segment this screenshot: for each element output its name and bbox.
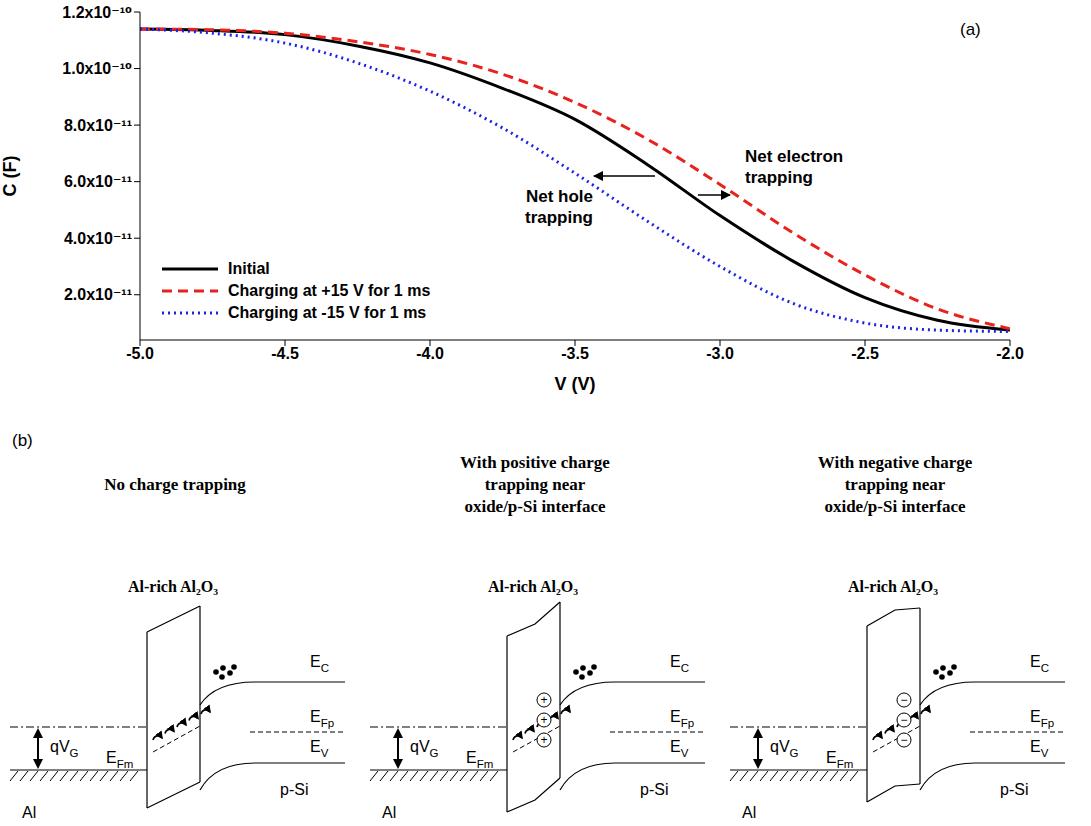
svg-text:EFm: EFm [826, 749, 853, 770]
svg-text:-4.5: -4.5 [271, 345, 299, 362]
svg-text:With negative chargetrapping n: With negative chargetrapping nearoxide/p… [818, 453, 973, 516]
svg-text:EV: EV [1030, 738, 1049, 759]
svg-text:Al-rich Al₂O₃: Al-rich Al₂O₃ [128, 578, 218, 595]
svg-text:-3.5: -3.5 [561, 345, 589, 362]
svg-text:Al: Al [742, 804, 756, 821]
svg-text:−: − [900, 733, 907, 747]
svg-text:4.0x10⁻¹¹: 4.0x10⁻¹¹ [64, 230, 132, 247]
svg-text:C (F): C (F) [0, 156, 20, 197]
svg-text:8.0x10⁻¹¹: 8.0x10⁻¹¹ [64, 117, 132, 134]
svg-text:p-Si: p-Si [640, 781, 668, 798]
svg-text:Al: Al [382, 804, 396, 821]
svg-text:EFp: EFp [670, 708, 694, 729]
svg-text:+: + [540, 733, 547, 747]
svg-text:(b): (b) [12, 431, 33, 450]
svg-text:p-Si: p-Si [280, 781, 308, 798]
svg-text:EC: EC [310, 653, 329, 674]
svg-text:Al: Al [22, 804, 36, 821]
svg-text:p-Si: p-Si [1000, 781, 1028, 798]
svg-text:EFm: EFm [106, 749, 133, 770]
svg-text:-5.0: -5.0 [126, 345, 154, 362]
svg-text:-2.0: -2.0 [996, 345, 1024, 362]
html-text:Net electron trapping: Net electron trapping [745, 147, 844, 187]
svg-text:+: + [540, 713, 547, 727]
svg-text:qVG: qVG [410, 738, 439, 759]
svg-text:Al-rich Al₂O₃: Al-rich Al₂O₃ [488, 578, 578, 595]
svg-text:EV: EV [310, 738, 329, 759]
svg-text:qVG: qVG [770, 738, 799, 759]
svg-text:No charge trapping: No charge trapping [104, 475, 246, 494]
svg-text:EC: EC [1030, 653, 1049, 674]
html-text:Net hole trapping: Net hole trapping [525, 187, 593, 227]
html-text:(a): (a) [960, 20, 981, 39]
svg-text:-2.5: -2.5 [851, 345, 879, 362]
svg-text:1.0x10⁻¹⁰: 1.0x10⁻¹⁰ [62, 60, 132, 77]
svg-text:qVG: qVG [50, 738, 79, 759]
svg-text:1.2x10⁻¹⁰: 1.2x10⁻¹⁰ [62, 4, 132, 21]
svg-text:With positive chargetrapping n: With positive chargetrapping nearoxide/p… [460, 453, 610, 516]
svg-text:EFp: EFp [1030, 708, 1054, 729]
html-text:Charging at -15 V for 1 ms: Charging at -15 V for 1 ms [228, 304, 427, 321]
svg-text:−: − [900, 713, 907, 727]
svg-text:-4.0: -4.0 [416, 345, 444, 362]
svg-text:-3.0: -3.0 [706, 345, 734, 362]
svg-text:EFp: EFp [310, 708, 334, 729]
svg-text:+: + [540, 693, 547, 707]
svg-text:V (V): V (V) [554, 374, 595, 394]
svg-text:6.0x10⁻¹¹: 6.0x10⁻¹¹ [64, 173, 132, 190]
svg-text:−: − [900, 693, 907, 707]
svg-text:Al-rich Al₂O₃: Al-rich Al₂O₃ [848, 578, 938, 595]
svg-text:EV: EV [670, 738, 689, 759]
html-text:Charging at +15 V for 1 ms: Charging at +15 V for 1 ms [228, 282, 431, 299]
svg-text:EC: EC [670, 653, 689, 674]
svg-text:EFm: EFm [466, 749, 493, 770]
html-text:Initial: Initial [228, 260, 270, 277]
svg-text:2.0x10⁻¹¹: 2.0x10⁻¹¹ [64, 286, 132, 303]
